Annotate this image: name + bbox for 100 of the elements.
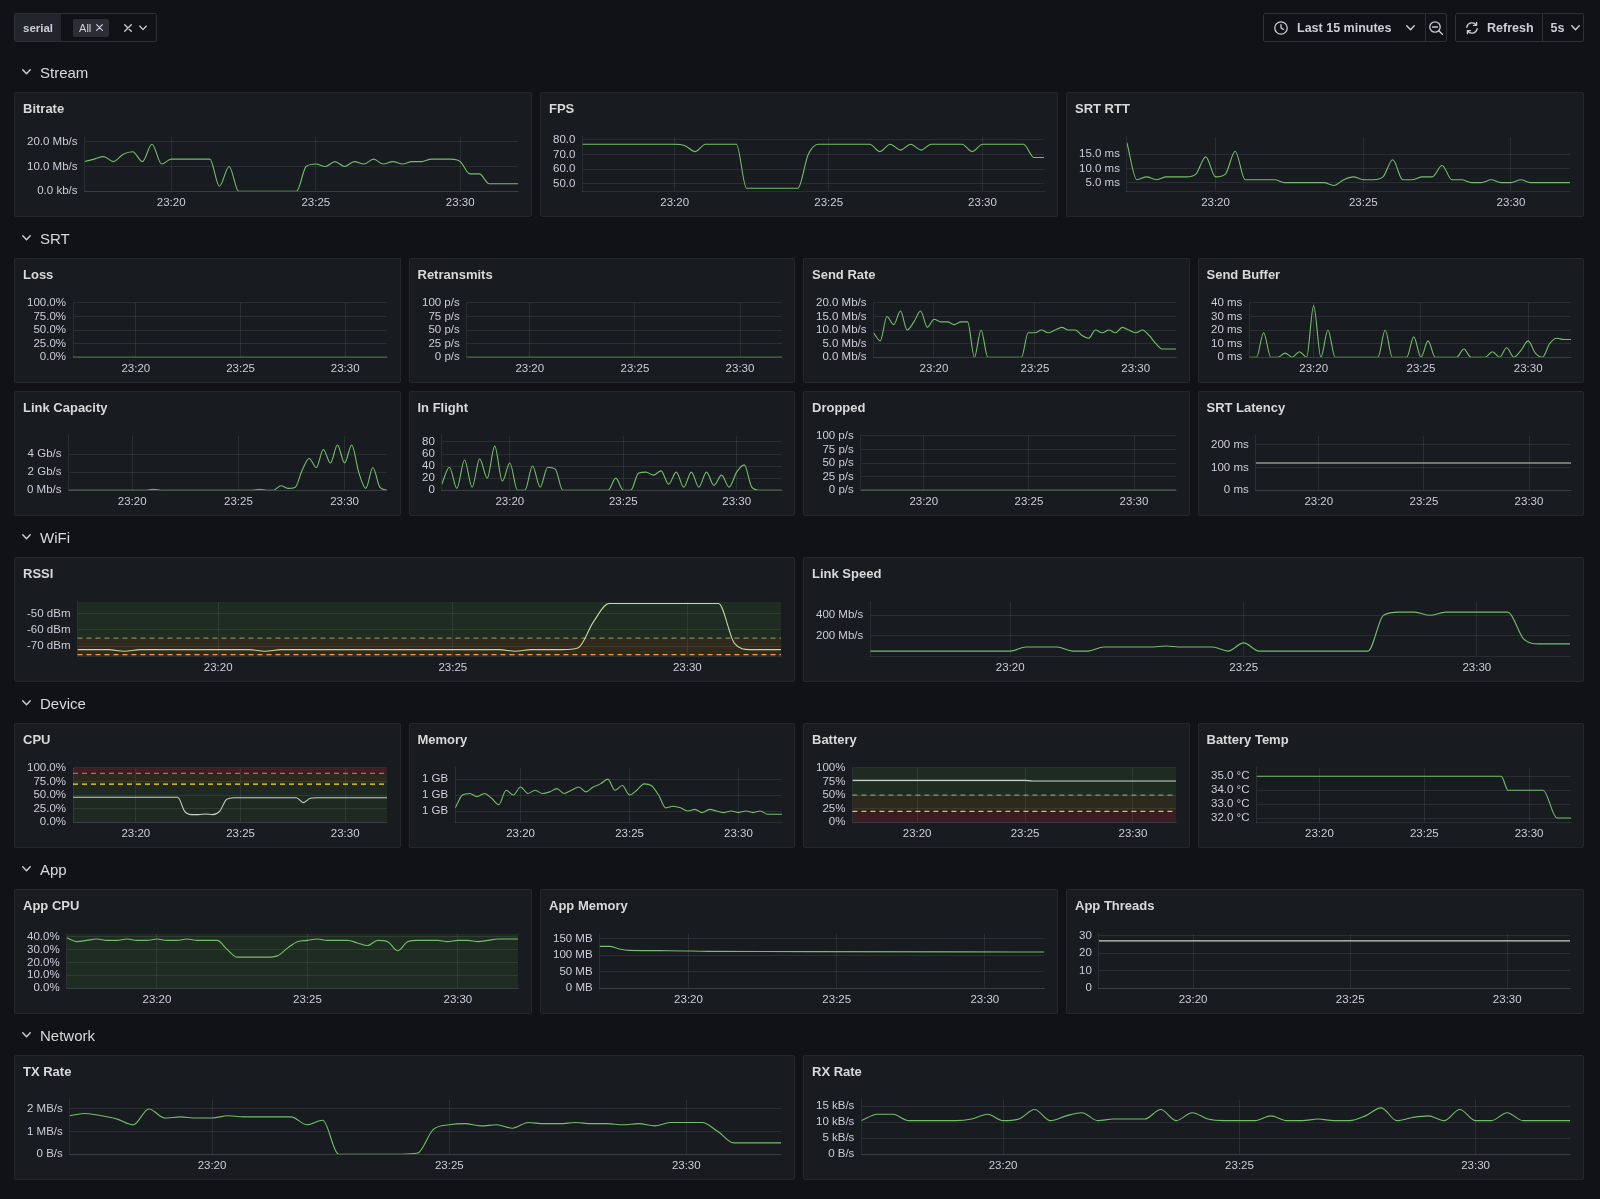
y-tick-label: 20.0 Mb/s (27, 135, 78, 148)
chart-title: Bitrate (23, 101, 65, 116)
x-tick-label: 23:30 (1492, 993, 1522, 1006)
y-tick-label: -70 dBm (26, 639, 71, 652)
x-tick-label: 23:25 (1348, 196, 1378, 209)
y-tick-label: 35.0 °C (1210, 769, 1249, 782)
x-tick-label: 23:25 (1010, 827, 1040, 840)
x-tick-label: 23:20 (902, 827, 932, 840)
chart-title: Send Buffer (1206, 267, 1281, 282)
y-tick-label: 2 MB/s (26, 1102, 64, 1115)
y-tick-label: 50 p/s (427, 323, 460, 336)
chart-title: App CPU (23, 898, 80, 913)
chart-title: FPS (549, 101, 575, 116)
y-tick-label: 1 GB (421, 772, 449, 785)
y-tick-label: 20.0 Mb/s (816, 296, 867, 309)
y-tick-label: 0.0 kb/s (37, 184, 78, 197)
x-tick-label: 23:20 (203, 661, 233, 674)
x-tick-label: 23:25 (814, 196, 844, 209)
x-tick-label: 23:25 (438, 661, 468, 674)
y-tick-label: 10.0 ms (1078, 161, 1121, 174)
x-tick-label: 23:30 (968, 196, 997, 209)
text: App (40, 860, 67, 878)
y-tick-label: 25.0% (33, 336, 66, 349)
y-tick-label: 70.0 (552, 147, 576, 160)
text: Device (40, 694, 86, 712)
chart-title: App Memory (549, 898, 628, 913)
x-tick-label: 23:25 (434, 1159, 464, 1172)
chart-title: RSSI (23, 566, 54, 581)
chart-title: Battery (812, 732, 857, 747)
y-tick-label: 15 kB/s (815, 1099, 855, 1112)
x-tick-label: 23:30 (1462, 661, 1492, 674)
x-tick-label: 23:25 (608, 495, 638, 508)
y-tick-label: 60.0 (552, 162, 576, 175)
chart-title: SRT RTT (1075, 101, 1130, 116)
x-tick-label: 23:25 (1409, 495, 1438, 508)
text: SRT (40, 229, 70, 247)
y-tick-label: 75.0% (33, 309, 66, 322)
x-tick-label: 23:30 (725, 362, 754, 375)
y-tick-label: 50.0% (33, 323, 66, 336)
y-tick-label: 2 Gb/s (27, 465, 62, 478)
y-tick-label: 0% (828, 815, 846, 828)
y-tick-label: 200 Mb/s (815, 628, 864, 641)
y-tick-label: 50% (822, 788, 846, 801)
x-tick-label: 23:30 (1118, 827, 1148, 840)
y-tick-label: 20 ms (1210, 323, 1243, 336)
x-tick-label: 23:30 (1119, 495, 1149, 508)
y-tick-label: 30.0% (27, 942, 60, 955)
text: serial (15, 14, 62, 41)
y-tick-label: 34.0 °C (1210, 783, 1249, 796)
y-tick-label: 1 MB/s (26, 1124, 64, 1137)
y-tick-label: 10.0 Mb/s (816, 323, 867, 336)
x-tick-label: 23:20 (121, 827, 151, 840)
x-tick-label: 23:25 (226, 362, 255, 375)
text: WiFi (40, 528, 70, 546)
y-tick-label: 50.0 (552, 177, 576, 190)
x-tick-label: 23:20 (197, 1159, 227, 1172)
y-tick-label: 0.0% (39, 815, 66, 828)
x-tick-label: 23:20 (117, 495, 147, 508)
y-tick-label: 25% (822, 801, 846, 814)
y-tick-label: 10 kB/s (815, 1115, 855, 1128)
x-tick-label: 23:25 (224, 495, 253, 508)
y-tick-label: 0 p/s (434, 350, 460, 363)
y-tick-label: 40 (421, 459, 435, 472)
y-tick-label: 0.0% (33, 981, 60, 994)
x-tick-label: 23:30 (672, 661, 702, 674)
chart-title: Retransmits (417, 267, 493, 282)
y-tick-label: 30 ms (1210, 309, 1243, 322)
y-tick-label: 20 (1078, 946, 1092, 959)
text: Stream (40, 63, 89, 81)
x-tick-label: 23:30 (443, 993, 473, 1006)
x-tick-label: 23:20 (1304, 827, 1334, 840)
x-tick-label: 23:25 (822, 993, 852, 1006)
y-tick-label: -60 dBm (26, 623, 71, 636)
x-tick-label: 23:30 (1513, 362, 1543, 375)
x-tick-label: 23:20 (1298, 362, 1328, 375)
y-tick-label: 100 ms (1210, 460, 1249, 473)
x-tick-label: 23:20 (494, 495, 524, 508)
y-tick-label: 0.0% (39, 350, 66, 363)
y-tick-label: 0 (1085, 981, 1092, 994)
y-tick-label: 5 kB/s (822, 1131, 855, 1144)
x-tick-label: 23:25 (620, 362, 649, 375)
chart-title: In Flight (417, 400, 469, 415)
y-tick-label: 10.0 Mb/s (27, 159, 78, 172)
x-tick-label: 23:20 (1178, 993, 1208, 1006)
y-tick-label: 50.0% (33, 788, 66, 801)
x-tick-label: 23:20 (674, 993, 703, 1006)
x-tick-label: 23:30 (1496, 196, 1526, 209)
x-tick-label: 23:30 (1514, 827, 1543, 840)
x-tick-label: 23:25 (614, 827, 644, 840)
x-tick-label: 23:20 (142, 993, 172, 1006)
x-tick-label: 23:25 (1225, 1159, 1254, 1172)
y-tick-label: 80 (421, 435, 435, 448)
y-tick-label: 30 (1078, 928, 1092, 941)
y-tick-label: 25 p/s (822, 469, 854, 482)
chart-title: Battery Temp (1206, 732, 1289, 747)
x-tick-label: 23:20 (988, 1159, 1018, 1172)
y-tick-label: 5.0 ms (1085, 175, 1121, 188)
y-tick-label: 5.0 Mb/s (822, 336, 867, 349)
x-tick-label: 23:30 (721, 495, 751, 508)
x-tick-label: 23:25 (1020, 362, 1050, 375)
